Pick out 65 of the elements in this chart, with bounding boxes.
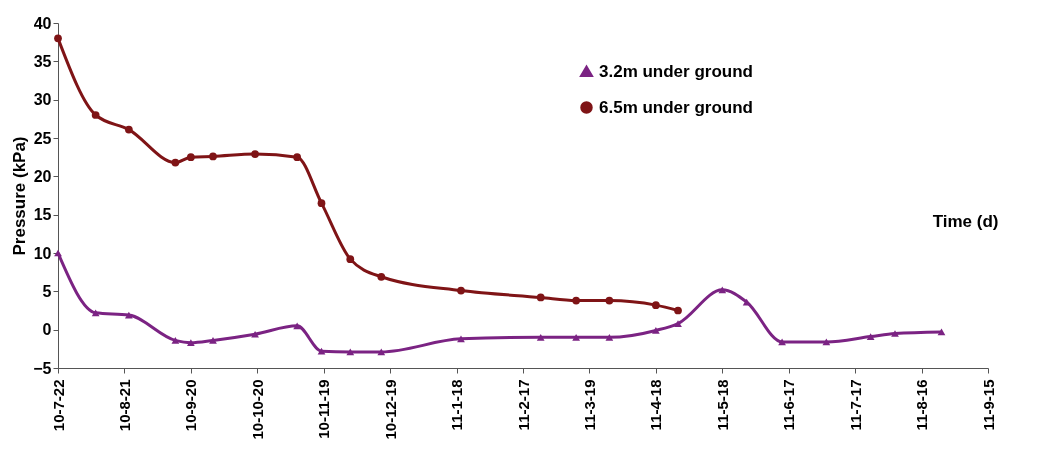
point [317, 199, 326, 208]
point [457, 335, 465, 343]
point [937, 328, 946, 336]
point [891, 330, 899, 337]
x-tick-label: 11-2-17 [514, 379, 532, 431]
point [457, 286, 465, 295]
x-tick-label: 10-9-20 [182, 379, 200, 432]
point [346, 255, 355, 263]
point [209, 337, 217, 344]
point [866, 333, 875, 340]
x-tick-label: 11-7-17 [846, 379, 864, 431]
x-tick-label: 11-3-19 [580, 379, 598, 431]
y-tick-label: −5 [33, 359, 52, 377]
point [651, 301, 660, 309]
x-tick-label: 10-11-19 [315, 379, 333, 439]
y-tick-label: 10 [33, 244, 52, 262]
y-tick-label: 0 [42, 321, 52, 339]
point [822, 338, 831, 346]
point [536, 333, 545, 341]
x-tick-label: 10-12-19 [381, 379, 399, 440]
x-tick-label: 11-6-17 [780, 379, 798, 431]
point [171, 158, 180, 167]
y-tick-label: 40 [33, 14, 52, 32]
legend-label: 6.5m under ground [599, 97, 753, 117]
point [251, 330, 259, 338]
point [251, 150, 259, 158]
point [293, 322, 302, 330]
y-tick-label: 35 [33, 52, 52, 70]
y-tick-label: 5 [42, 282, 52, 300]
point [651, 327, 660, 334]
point [674, 320, 682, 327]
point [674, 306, 682, 315]
y-tick-label: 20 [33, 167, 52, 185]
point [605, 296, 614, 305]
y-tick-label: 25 [33, 129, 52, 147]
point [186, 153, 195, 162]
point [91, 111, 100, 119]
y-tick-label: 15 [33, 206, 52, 224]
x-tick-label: 10-10-20 [248, 379, 266, 440]
point [209, 152, 217, 161]
legend-label: 3.2m under ground [599, 61, 753, 81]
x-axis-title: Time (d) [932, 211, 999, 231]
x-tick-label: 11-5-18 [713, 379, 731, 431]
point [572, 296, 581, 305]
point [186, 339, 195, 347]
x-tick-label: 10-8-21 [115, 379, 133, 432]
y-axis-title: Pressure (kPa) [10, 136, 30, 256]
point [536, 293, 545, 302]
point [377, 272, 386, 281]
x-tick-label: 10-7-22 [49, 379, 67, 432]
y-tick-label: 30 [33, 91, 52, 109]
point [377, 348, 386, 356]
point [124, 125, 133, 134]
point [346, 348, 355, 356]
x-tick-label: 11-4-18 [647, 379, 665, 431]
point [572, 333, 581, 341]
point [171, 337, 180, 344]
point [91, 309, 100, 317]
x-tick-label: 11-1-18 [448, 379, 466, 431]
point [54, 34, 62, 43]
point [718, 286, 727, 294]
x-tick-label: 11-8-16 [913, 379, 931, 431]
point [605, 333, 614, 341]
point [293, 153, 302, 162]
x-tick-label: 11-9-15 [979, 379, 997, 431]
